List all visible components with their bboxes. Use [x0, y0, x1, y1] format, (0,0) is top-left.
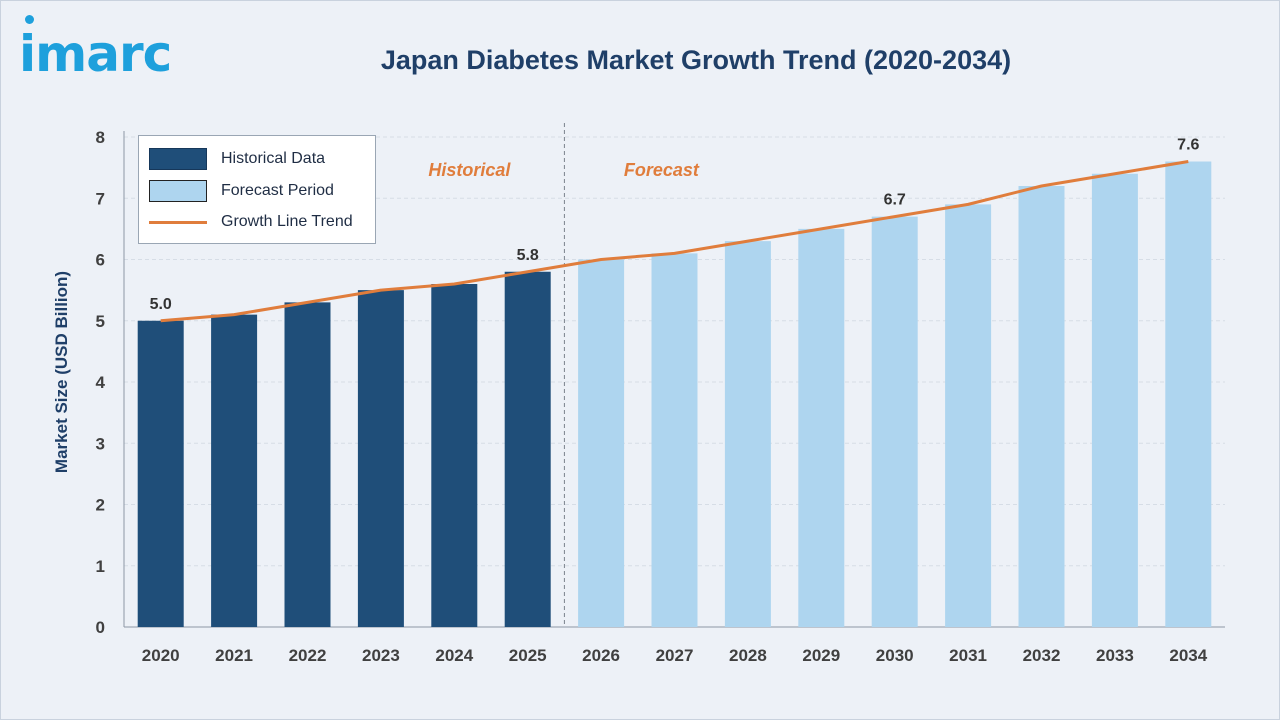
bar-forecast	[1018, 186, 1065, 627]
y-tick-label: 2	[96, 496, 105, 515]
legend-item-forecast: Forecast Period	[149, 179, 334, 203]
y-tick-label: 3	[96, 434, 105, 453]
legend-swatch-trend	[149, 220, 207, 224]
y-tick-label: 1	[96, 557, 105, 576]
legend-item-trend: Growth Line Trend	[149, 210, 353, 234]
bar-historical	[211, 314, 258, 627]
bar-forecast	[871, 216, 918, 627]
legend-label-historical: Historical Data	[221, 150, 326, 167]
x-tick-label: 2032	[1023, 646, 1061, 665]
x-tick-label: 2024	[435, 646, 473, 665]
x-tick-label: 2023	[362, 646, 400, 665]
legend-label-forecast: Forecast Period	[221, 182, 334, 199]
x-tick-label: 2030	[876, 646, 914, 665]
bar-historical	[357, 290, 404, 627]
x-tick-label: 2022	[289, 646, 327, 665]
y-tick-label: 7	[96, 189, 105, 208]
y-tick-label: 8	[96, 128, 105, 147]
bar-forecast	[1165, 161, 1212, 627]
period-annotation-historical: Historical	[428, 160, 511, 180]
y-tick-label: 0	[96, 618, 105, 637]
data-label: 5.0	[150, 296, 172, 313]
chart-legend: Historical Data Forecast Period Growth L…	[138, 135, 376, 244]
x-tick-label: 2025	[509, 646, 547, 665]
x-tick-label: 2020	[142, 646, 180, 665]
x-tick-label: 2031	[949, 646, 987, 665]
bar-historical	[284, 302, 331, 627]
logo-dot	[25, 15, 34, 24]
period-annotation-forecast: Forecast	[624, 160, 700, 180]
y-tick-label: 5	[96, 312, 105, 331]
bar-historical	[431, 284, 478, 627]
bar-forecast	[578, 259, 625, 627]
x-tick-label: 2026	[582, 646, 620, 665]
imarc-logo: imarc	[19, 25, 172, 83]
legend-swatch-forecast	[149, 180, 207, 202]
trend-line	[160, 160, 1189, 323]
x-tick-label: 2028	[729, 646, 767, 665]
x-tick-label: 2027	[656, 646, 694, 665]
chart-title: Japan Diabetes Market Growth Trend (2020…	[380, 45, 1012, 75]
bar-forecast	[724, 241, 771, 627]
legend-swatch-historical	[149, 148, 207, 170]
y-tick-label: 6	[96, 251, 105, 270]
x-tick-label: 2034	[1169, 646, 1207, 665]
bar-forecast	[1091, 173, 1138, 627]
data-label: 6.7	[884, 192, 906, 209]
data-label: 7.6	[1177, 137, 1199, 154]
bar-historical	[137, 320, 184, 627]
x-tick-label: 2021	[215, 646, 253, 665]
legend-label-trend: Growth Line Trend	[221, 213, 353, 230]
bar-forecast	[945, 204, 992, 627]
y-tick-label: 4	[96, 373, 106, 392]
legend-item-historical: Historical Data	[149, 147, 325, 171]
data-label: 5.8	[517, 247, 539, 264]
bar-forecast	[798, 228, 845, 627]
x-tick-label: 2033	[1096, 646, 1134, 665]
bar-historical	[504, 271, 551, 627]
y-axis-title: Market Size (USD Billion)	[52, 271, 71, 473]
x-tick-label: 2029	[802, 646, 840, 665]
bar-forecast	[651, 253, 698, 627]
